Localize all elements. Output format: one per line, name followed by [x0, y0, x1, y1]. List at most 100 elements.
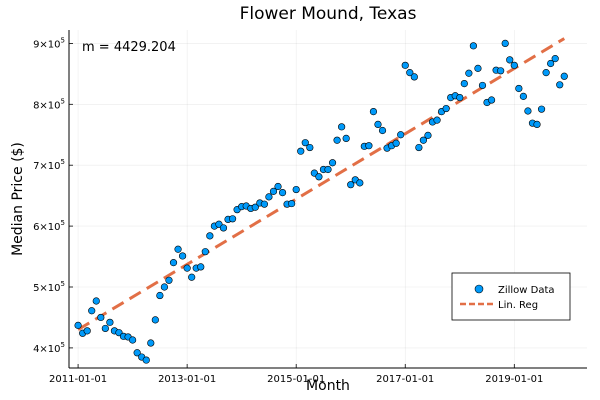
data-point — [142, 356, 150, 364]
data-point — [424, 131, 432, 139]
y-axis-label: Median Price ($) — [10, 142, 26, 256]
data-point — [415, 143, 423, 152]
data-point — [228, 215, 237, 223]
data-point — [133, 349, 141, 357]
data-point — [156, 291, 164, 300]
data-point — [456, 93, 464, 102]
data-point — [74, 321, 82, 329]
data-point — [556, 81, 564, 89]
x-tick-label: 2011-01-01 — [49, 374, 107, 385]
data-point — [288, 199, 296, 208]
data-point — [410, 73, 418, 81]
data-point — [551, 55, 559, 63]
data-point — [151, 316, 159, 324]
y-axis-ticks: 4×105 5×105 6×105 7×105 8×105 9×105 — [33, 36, 73, 355]
legend-label-lin-reg: Lin. Reg — [498, 300, 538, 311]
data-point — [356, 179, 364, 187]
gridlines — [69, 30, 587, 368]
y-tick-label: 8×105 — [33, 97, 65, 111]
y-tick-label: 9×105 — [33, 36, 65, 50]
data-point — [397, 131, 405, 139]
data-point — [88, 307, 96, 315]
data-point — [524, 107, 532, 115]
data-point — [274, 182, 282, 191]
data-point — [365, 142, 373, 150]
data-point — [178, 252, 187, 260]
data-point — [537, 105, 546, 113]
data-point — [106, 318, 114, 326]
data-point — [474, 64, 482, 72]
data-point — [169, 259, 178, 267]
data-point — [478, 81, 487, 90]
data-point — [278, 189, 287, 197]
data-point — [465, 69, 473, 77]
data-point — [433, 116, 441, 124]
data-point — [401, 61, 409, 69]
x-axis-ticks: 2011-01-01 2013-01-01 2015-01-01 2017-01-01… — [49, 364, 543, 385]
data-point — [419, 136, 428, 144]
data-point — [269, 187, 278, 195]
data-point — [147, 339, 155, 347]
x-tick-label: 2019-01-01 — [485, 374, 543, 385]
legend-label-zillow-data: Zillow Data — [498, 285, 555, 296]
data-point — [338, 123, 346, 131]
data-point — [219, 224, 228, 232]
y-tick-label: 7×105 — [33, 158, 65, 172]
data-point — [201, 248, 209, 256]
data-point — [292, 185, 300, 194]
data-point — [519, 92, 527, 100]
data-point — [374, 120, 382, 128]
y-tick-label: 6×105 — [33, 219, 65, 233]
data-point — [324, 165, 332, 174]
y-tick-label: 4×105 — [33, 341, 65, 355]
data-point — [251, 203, 259, 211]
data-point — [378, 126, 387, 135]
data-point — [487, 96, 496, 104]
x-tick-label: 2015-01-01 — [267, 374, 325, 385]
legend: Zillow Data Lin. Reg — [451, 272, 571, 321]
data-point — [560, 72, 568, 80]
data-point — [501, 39, 509, 47]
data-point — [406, 69, 414, 77]
data-point — [533, 120, 541, 128]
data-point — [369, 108, 378, 116]
data-point — [506, 56, 514, 64]
data-point — [160, 283, 169, 291]
data-point — [92, 297, 100, 305]
x-tick-label: 2017-01-01 — [376, 374, 434, 385]
data-point — [188, 273, 196, 281]
y-tick-label: 5×105 — [33, 280, 65, 294]
data-point — [547, 59, 555, 68]
data-point — [542, 69, 550, 77]
data-point — [342, 134, 350, 143]
chart-title: Flower Mound, Texas — [240, 4, 417, 24]
data-point — [469, 42, 478, 50]
data-point — [206, 232, 214, 240]
data-point — [197, 263, 205, 271]
x-tick-label: 2013-01-01 — [158, 374, 216, 385]
data-point — [165, 276, 173, 284]
legend-marker-zillow-data — [474, 284, 484, 294]
data-point — [97, 313, 105, 322]
data-point — [392, 139, 400, 147]
data-point — [460, 79, 468, 88]
data-point — [260, 200, 268, 208]
legend-box — [451, 272, 571, 321]
slope-annotation: m = 4429.204 — [82, 40, 176, 55]
data-point — [174, 245, 182, 253]
x-axis-label: Month — [306, 378, 350, 394]
data-point — [306, 143, 314, 152]
data-point — [497, 67, 505, 75]
data-point — [183, 264, 191, 272]
data-point — [315, 173, 323, 181]
data-point — [442, 104, 450, 113]
data-point — [301, 139, 309, 147]
data-point — [515, 84, 523, 93]
data-point — [83, 327, 91, 335]
data-point — [129, 336, 137, 344]
data-point — [347, 181, 355, 189]
data-point — [101, 324, 109, 333]
scatter-points — [74, 39, 568, 364]
